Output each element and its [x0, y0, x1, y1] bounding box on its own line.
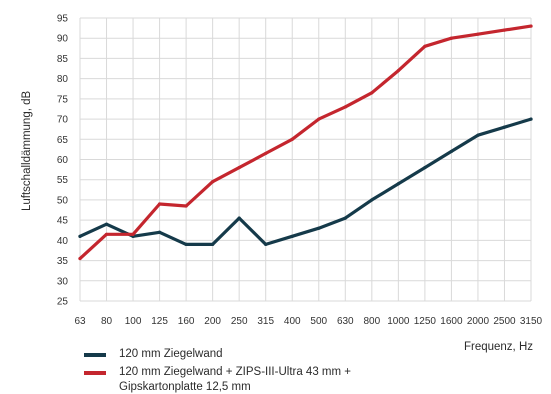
y-tick-label-30: 30 [57, 276, 69, 287]
x-tick-label-500: 500 [310, 316, 327, 327]
series-2-point-500 [317, 117, 321, 121]
series-1-point-80 [104, 222, 109, 226]
x-axis-title: Frequenz, Hz [463, 341, 533, 353]
legend-swatch-series-1 [84, 353, 106, 357]
x-tick-label-63: 63 [74, 316, 86, 327]
legend-label-series-1: 120 mm Ziegelwand [119, 348, 223, 360]
series-1-point-2500 [502, 125, 507, 129]
legend-swatch-series-2 [84, 371, 106, 375]
series-2-point-2000 [476, 32, 480, 36]
x-tick-label-1250: 1250 [414, 316, 437, 327]
y-axis-title: Luftschalldämmung, dB [21, 90, 33, 211]
y-tick-label-25: 25 [57, 297, 69, 308]
x-tick-label-100: 100 [125, 316, 142, 327]
y-tick-label-65: 65 [57, 135, 69, 146]
series-1-point-125 [157, 230, 162, 234]
legend-label-series-2: 120 mm Ziegelwand + ZIPS-III-Ultra 43 mm… [119, 366, 351, 393]
series-2-point-630 [343, 105, 347, 109]
series-2-point-100 [131, 232, 135, 236]
y-tick-label-35: 35 [57, 256, 69, 267]
series-2-point-315 [264, 151, 268, 156]
x-tick-label-630: 630 [337, 316, 354, 327]
x-tick-label-1000: 1000 [387, 316, 410, 327]
x-tick-label-125: 125 [151, 316, 168, 327]
series-2-point-63 [78, 256, 82, 261]
y-tick-label-55: 55 [57, 175, 69, 186]
y-tick-label-80: 80 [57, 74, 69, 85]
series-2-point-3150 [529, 24, 533, 28]
series-2-point-200 [211, 180, 215, 184]
series-2-point-1250 [423, 44, 427, 48]
x-tick-label-1600: 1600 [440, 316, 463, 327]
series-1-point-630 [343, 216, 347, 220]
series-2-point-80 [104, 232, 109, 236]
x-tick-label-250: 250 [231, 316, 248, 327]
legend: 120 mm Ziegelwand 120 mm Ziegelwand + ZI… [84, 347, 444, 394]
series-2-point-800 [370, 91, 374, 95]
y-tick-label-75: 75 [57, 94, 69, 105]
series-1-point-200 [211, 242, 215, 246]
axes: 25 30 35 40 45 50 55 60 65 70 75 80 85 90 95 63 80 100 125… [57, 14, 543, 328]
series-2-point-160 [184, 204, 188, 208]
x-tick-label-800: 800 [363, 316, 380, 327]
series-1-point-250 [237, 216, 241, 220]
legend-item-series-2: 120 mm Ziegelwand + ZIPS-III-Ultra 43 mm… [84, 365, 444, 394]
series-1-point-1000 [396, 182, 400, 186]
series-1-point-63 [78, 234, 82, 238]
x-tick-label-2000: 2000 [467, 316, 490, 327]
series-2-point-125 [157, 202, 162, 206]
series-1-point-1600 [449, 149, 454, 154]
legend-item-series-1: 120 mm Ziegelwand [84, 347, 444, 362]
series-1-point-800 [370, 198, 374, 202]
series-2-point-2500 [502, 28, 507, 32]
y-tick-label-95: 95 [57, 14, 69, 25]
y-tick-label-40: 40 [57, 236, 69, 247]
x-tick-label-315: 315 [257, 316, 274, 327]
y-tick-label-85: 85 [57, 54, 69, 65]
x-tick-label-200: 200 [204, 316, 221, 327]
y-tick-label-45: 45 [57, 216, 69, 227]
series-2-point-250 [237, 165, 241, 170]
series-line-1 [78, 117, 533, 246]
x-tick-label-2500: 2500 [493, 316, 516, 327]
x-tick-label-3150: 3150 [520, 316, 543, 327]
series-2-point-1600 [449, 36, 454, 40]
y-tick-label-90: 90 [57, 34, 69, 45]
series [78, 24, 533, 261]
y-tick-label-50: 50 [57, 195, 69, 206]
series-2-point-400 [290, 137, 294, 141]
series-1-point-2000 [476, 133, 480, 137]
series-1-point-500 [317, 226, 321, 230]
x-tick-label-80: 80 [101, 316, 113, 327]
y-tick-label-60: 60 [57, 155, 69, 166]
series-1-point-400 [290, 234, 294, 238]
grid [79, 17, 532, 302]
series-1-point-1250 [423, 165, 427, 170]
series-1-point-315 [264, 242, 268, 246]
x-tick-label-400: 400 [284, 316, 301, 327]
series-1-point-3150 [529, 117, 533, 121]
series-line-2 [78, 24, 533, 261]
series-1-point-160 [184, 242, 188, 246]
series-2-point-1000 [396, 68, 400, 73]
x-tick-label-160: 160 [178, 316, 195, 327]
y-tick-label-70: 70 [57, 115, 69, 126]
